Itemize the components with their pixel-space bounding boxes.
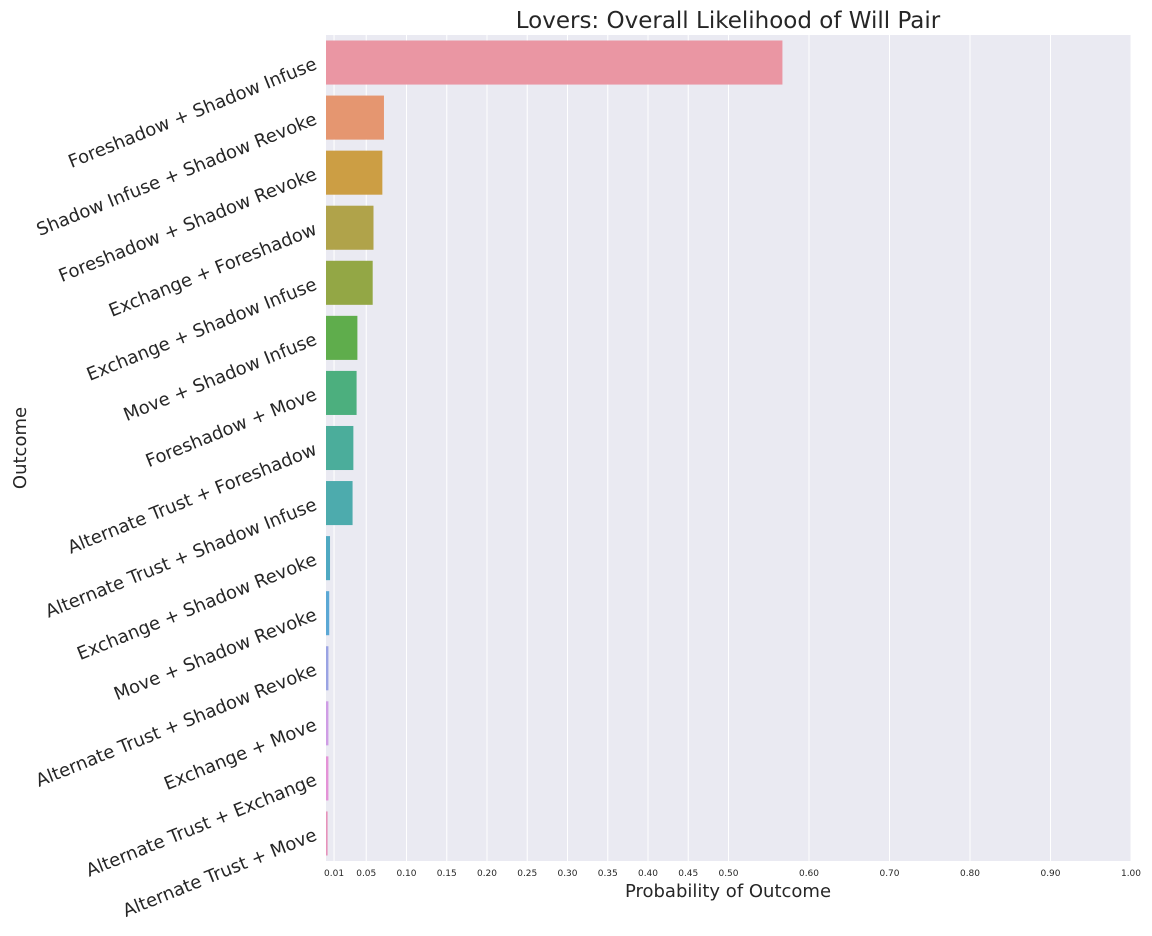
x-tick-label: 0.01 (324, 869, 344, 879)
x-tick-labels: 0.01 0.05 0.10 0.15 0.20 0.25 0.30 0.35 0.40 0.45… (324, 869, 1141, 879)
bar (326, 536, 331, 581)
bar (326, 591, 330, 636)
bar (326, 260, 373, 305)
x-tick-label: 0.15 (437, 869, 457, 879)
x-tick-label: 0.70 (879, 869, 899, 879)
x-tick-label: 0.30 (557, 869, 577, 879)
x-tick-label: 0.05 (356, 869, 376, 879)
x-tick-label: 0.20 (477, 869, 497, 879)
bar (326, 756, 329, 801)
chart-title: Lovers: Overall Likelihood of Will Pair (516, 8, 941, 34)
bar (326, 95, 384, 140)
bar (326, 40, 783, 85)
bar (326, 150, 383, 195)
bar (326, 205, 374, 250)
bar (326, 370, 357, 415)
category-label: Foreshadow + Shadow Infuse (65, 54, 319, 173)
bars (326, 40, 783, 856)
category-label: Alternate Trust + Exchange (83, 770, 320, 882)
bar (326, 701, 329, 746)
x-tick-label: 0.35 (598, 869, 618, 879)
category-label: Alternate Trust + Foreshadow (65, 439, 320, 558)
category-label: Exchange + Shadow Revoke (74, 549, 320, 665)
x-tick-label: 0.50 (718, 869, 738, 879)
x-tick-label: 0.80 (960, 869, 980, 879)
bar (326, 811, 328, 856)
bar (326, 481, 353, 526)
x-axis-label: Probability of Outcome (625, 881, 831, 902)
category-label: Exchange + Shadow Infuse (84, 274, 320, 386)
y-axis-label: Outcome (10, 407, 31, 489)
x-tick-label: 0.40 (638, 869, 658, 879)
bar (326, 425, 354, 471)
x-tick-label: 0.25 (517, 869, 537, 879)
x-tick-label: 0.90 (1040, 869, 1060, 879)
bar (326, 315, 358, 360)
bar (326, 646, 329, 691)
x-tick-label: 0.45 (678, 869, 698, 879)
x-tick-label: 1.00 (1121, 869, 1141, 879)
grid-lines (333, 35, 1132, 861)
x-tick-label: 0.10 (396, 869, 416, 879)
x-tick-label: 0.60 (799, 869, 819, 879)
